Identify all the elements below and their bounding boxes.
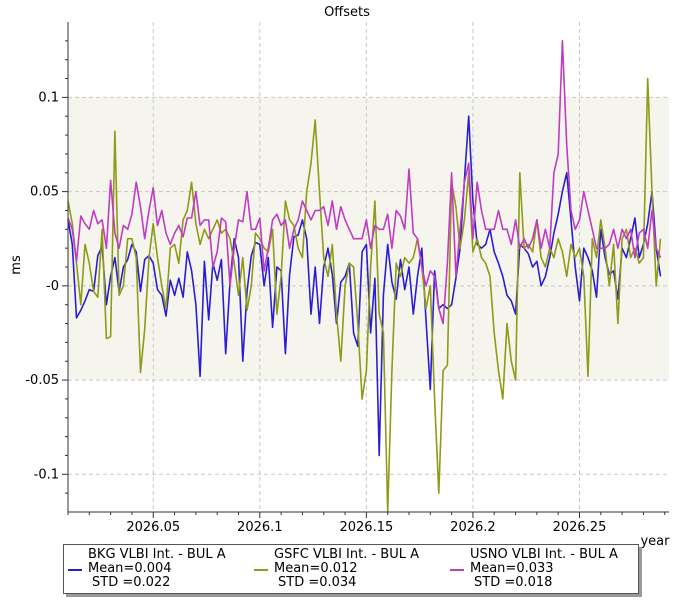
legend-mean: Mean=0.033 (470, 561, 554, 576)
legend-entry-bkg: BKG VLBI Int. - BUL A Mean=0.004 STD =0.… (68, 548, 226, 590)
x-axis-ticks: 2026.05 2026.1 2026.15 2026.2 2026.25 (67, 512, 666, 535)
legend-swatch-bkg (68, 569, 82, 571)
legend-entry-gsfc: GSFC VLBI Int. - BUL A Mean=0.012 STD =0… (254, 548, 419, 590)
legend-mean: Mean=0.004 (88, 561, 172, 576)
legend-entry-usno: USNO VLBI Int. - BUL A Mean=0.033 STD =0… (450, 548, 618, 590)
x-axis-label: year (640, 534, 670, 549)
y-axis-label: ms (9, 255, 24, 275)
y-axis-ticks: -0.1 -0.05 -0 0.05 0.1 (25, 40, 68, 494)
series-line-1 (67, 77, 662, 513)
x-tick-label: 2026.05 (126, 520, 180, 535)
legend-series-name: USNO VLBI Int. - BUL A (470, 547, 618, 562)
x-tick-label: 2026.15 (339, 520, 393, 535)
legend-std: STD =0.034 (278, 575, 357, 590)
legend-std: STD =0.022 (92, 575, 171, 590)
series-line-0 (67, 115, 662, 457)
y-tick-label: -0.1 (34, 467, 59, 482)
legend: BKG VLBI Int. - BUL A Mean=0.004 STD =0.… (63, 544, 639, 594)
legend-swatch-usno (450, 569, 464, 571)
legend-std: STD =0.018 (474, 575, 553, 590)
x-tick-label: 2026.2 (450, 520, 496, 535)
series-layer (67, 39, 662, 513)
y-tick-label: -0 (46, 279, 59, 294)
y-tick-label: 0.1 (38, 90, 59, 105)
legend-series-name: GSFC VLBI Int. - BUL A (274, 547, 419, 562)
x-tick-label: 2026.1 (237, 520, 283, 535)
legend-swatch-gsfc (254, 569, 268, 571)
chart-title: Offsets (324, 5, 370, 20)
series-line-2 (67, 39, 662, 325)
y-tick-label: 0.05 (30, 185, 59, 200)
legend-series-name: BKG VLBI Int. - BUL A (88, 547, 226, 562)
legend-mean: Mean=0.012 (274, 561, 358, 576)
x-tick-label: 2026.25 (553, 520, 607, 535)
y-tick-label: -0.05 (25, 373, 59, 388)
